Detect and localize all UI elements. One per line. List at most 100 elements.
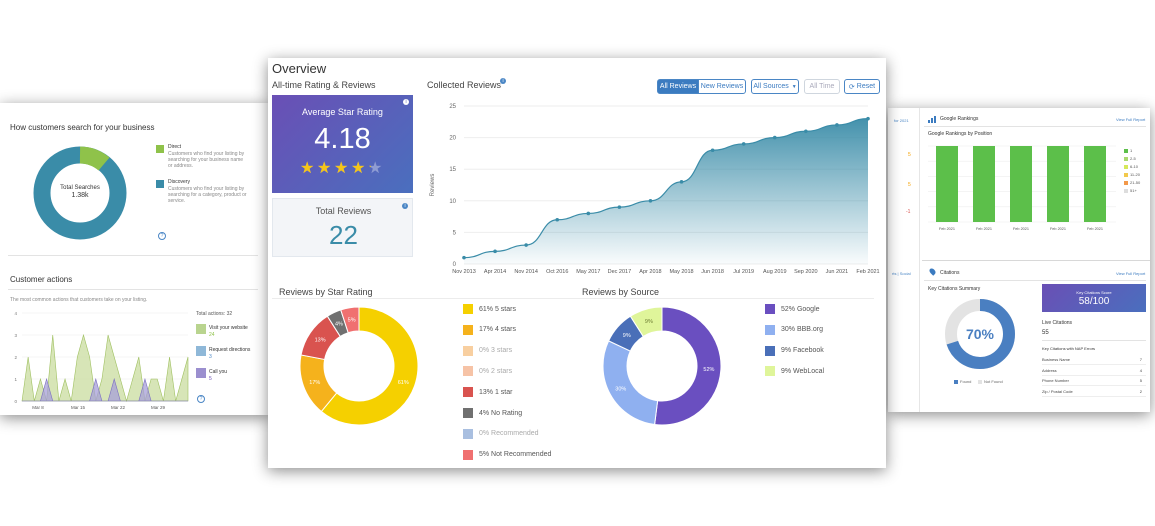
- actions-area: [21, 333, 189, 403]
- action-label-website: Visit your website: [209, 325, 248, 331]
- action-value-website: 24: [209, 332, 215, 338]
- rating-section-title: All-time Rating & Reviews: [272, 80, 376, 90]
- legend-swatch: [765, 345, 775, 356]
- legend-swatch: [463, 304, 473, 314]
- live-citations-label: Live Citations: [1042, 320, 1073, 326]
- legend-item[interactable]: 4% No Rating: [463, 408, 522, 418]
- nap-row: Phone Number 5: [1042, 376, 1146, 386]
- info-icon-collected[interactable]: i: [500, 78, 506, 84]
- all-sources-label: All Sources: [753, 83, 789, 90]
- rank-legend-item: 51+: [1124, 188, 1137, 193]
- legend-label: 52% Google: [781, 305, 820, 313]
- x-tick-label: Feb 2021: [856, 269, 879, 275]
- search-donut: [33, 146, 127, 240]
- rank-legend-item: 1: [1124, 148, 1132, 153]
- x-tick-label: Mar 22: [111, 405, 126, 409]
- nap-row: Zip / Postal Code 2: [1042, 387, 1146, 397]
- star-section-title: Reviews by Star Rating: [279, 287, 373, 297]
- total-reviews-card: i Total Reviews 22: [272, 198, 413, 257]
- data-point: [617, 205, 622, 209]
- donut-slice: [340, 306, 360, 334]
- legend-label: 13% 1 star: [479, 388, 513, 396]
- rank-legend-item: 21-50: [1124, 180, 1140, 185]
- action-value-call: 5: [209, 376, 212, 382]
- reset-button[interactable]: ⟳ Reset: [844, 79, 880, 94]
- star-rating-donut: 61% 17% 13% 4% 5%: [299, 306, 419, 426]
- actions-area: [22, 377, 188, 402]
- nap-label: Business Name: [1042, 357, 1071, 362]
- legend-item[interactable]: 13% 1 star: [463, 387, 513, 398]
- data-point: [835, 123, 839, 127]
- legend-swatch: [765, 304, 775, 314]
- legend-item[interactable]: 9% WebLocal: [765, 366, 825, 377]
- y-tick-label: 0: [453, 262, 457, 268]
- legend-swatch: [463, 366, 473, 377]
- citations-percent: 70%: [965, 326, 995, 342]
- peek-mid-text: rts | Social: [892, 271, 911, 276]
- legend-label: 9% WebLocal: [781, 367, 825, 375]
- rank-bar: [1047, 146, 1069, 222]
- legend-swatch: [765, 324, 775, 335]
- legend-swatch: [463, 408, 473, 418]
- all-sources-dropdown[interactable]: All Sources ▼: [751, 79, 799, 94]
- slice-label: 5%: [348, 318, 356, 324]
- action-swatch-directions: [196, 346, 206, 356]
- legend-discovery-desc: Customers who find your listing by searc…: [168, 186, 247, 204]
- y-tick-label: 3: [14, 333, 17, 338]
- x-tick-label: Aug 2019: [763, 269, 787, 275]
- donut-legend-found: Found: [960, 379, 972, 384]
- legend-item[interactable]: 0% 2 stars: [463, 366, 512, 377]
- legend-label: 4% No Rating: [479, 409, 523, 417]
- nap-title: Key Citations with NAP Errors: [1042, 346, 1096, 351]
- action-swatch-call: [196, 368, 206, 378]
- data-point: [462, 255, 466, 260]
- legend-label: 5% Not Recommended: [479, 451, 552, 459]
- data-point: [555, 217, 560, 222]
- x-tick-label: Feb 2021: [1013, 227, 1029, 231]
- y-axis-label: Reviews: [430, 174, 436, 197]
- rankings-subtitle: Google Rankings by Position: [928, 131, 993, 137]
- chevron-down-icon: ▼: [791, 83, 797, 90]
- all-time-button[interactable]: All Time: [804, 79, 840, 94]
- all-reviews-button[interactable]: All Reviews: [657, 79, 699, 94]
- legend-item[interactable]: 5% Not Recommended: [463, 449, 552, 460]
- star-icon: ★★: [317, 160, 332, 177]
- slice-label: 4%: [335, 321, 343, 327]
- legend-swatch: [463, 428, 473, 439]
- legend-item[interactable]: 61% 5 stars: [463, 304, 516, 314]
- total-reviews-label: Total Reviews: [315, 206, 372, 216]
- help-icon-actions[interactable]: ?: [197, 395, 205, 403]
- key-summary-title: Key Citations Summary: [928, 286, 981, 292]
- data-point: [866, 116, 870, 121]
- data-point: [772, 135, 777, 140]
- legend-item[interactable]: 52% Google: [765, 304, 820, 314]
- collected-reviews-chart: 0 5 10 15 20 25 Reviews Nov 2013 Apr 2014 Nov 201…: [430, 104, 880, 275]
- data-point: [493, 249, 497, 254]
- refresh-icon: ⟳: [848, 83, 855, 91]
- nap-label: Zip / Postal Code: [1042, 388, 1073, 394]
- info-icon-total[interactable]: i: [402, 203, 408, 209]
- legend-swatch-direct: [156, 145, 164, 153]
- citations-donut: [945, 299, 1015, 369]
- legend-item[interactable]: 0% 3 stars: [463, 345, 512, 356]
- legend-item[interactable]: 9% Facebook: [765, 345, 824, 356]
- rankings-report-link[interactable]: View Full Report: [1116, 117, 1146, 122]
- legend-item[interactable]: 0% Recommended: [463, 428, 539, 439]
- x-tick-label: Dec 2017: [608, 269, 632, 275]
- data-point: [524, 243, 528, 247]
- slice-label: 9%: [623, 333, 631, 339]
- x-tick-label: Feb 2021: [939, 227, 955, 231]
- info-icon-rating[interactable]: i: [403, 99, 409, 105]
- legend-item[interactable]: 30% BBB.org: [765, 324, 823, 335]
- donut-slice: [320, 306, 419, 426]
- citations-report-link[interactable]: View Full Report: [1116, 271, 1146, 276]
- total-searches-label: Total Searches: [60, 185, 100, 191]
- nap-value: 4: [1139, 367, 1142, 373]
- new-reviews-button[interactable]: New Reviews: [698, 79, 746, 94]
- legend-item[interactable]: 17% 4 stars: [463, 324, 516, 335]
- legend-swatch: [765, 366, 775, 377]
- slice-label: 61%: [398, 380, 409, 386]
- star-rating: ★★★★★★★★★★: [300, 161, 390, 177]
- help-icon[interactable]: ?: [158, 232, 166, 240]
- legend-label: 17% 4 stars: [479, 326, 516, 334]
